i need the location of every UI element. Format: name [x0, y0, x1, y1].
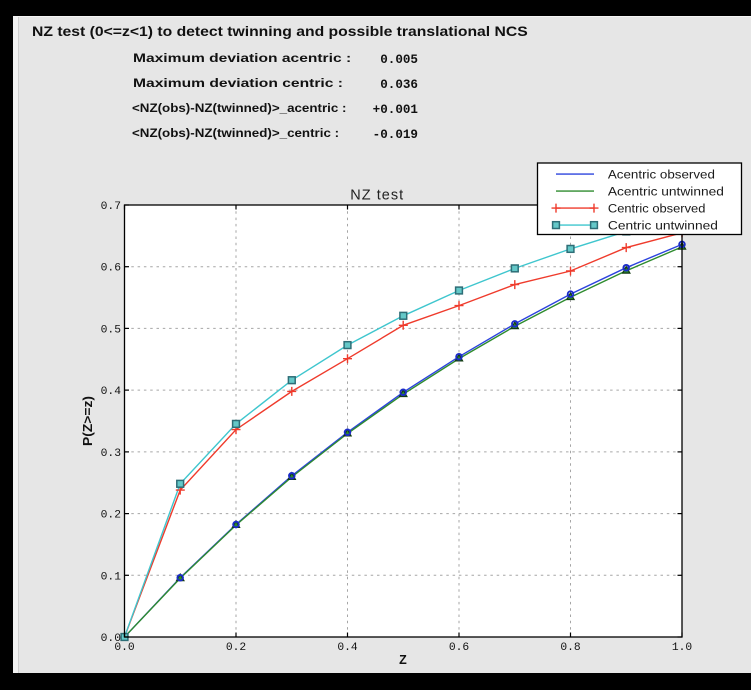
svg-text:0.2: 0.2: [226, 642, 246, 654]
svg-text:0.0: 0.0: [114, 642, 135, 654]
svg-text:0.0: 0.0: [101, 633, 122, 645]
svg-text:0.1: 0.1: [101, 571, 122, 583]
svg-text:0.2: 0.2: [101, 510, 121, 522]
svg-text:0.4: 0.4: [337, 642, 358, 654]
svg-text:Centric untwinned: Centric untwinned: [608, 218, 718, 232]
svg-text:Centric observed: Centric observed: [608, 201, 706, 215]
svg-text:Acentric observed: Acentric observed: [608, 167, 715, 181]
svg-text:P(Z>=z): P(Z>=z): [80, 396, 95, 446]
svg-text:1.0: 1.0: [672, 642, 693, 654]
svg-text:NZ test: NZ test: [350, 188, 403, 204]
svg-text:Acentric untwinned: Acentric untwinned: [608, 184, 724, 198]
svg-text:0.6: 0.6: [101, 263, 122, 275]
svg-text:0.4: 0.4: [101, 386, 122, 398]
svg-text:Z: Z: [399, 653, 407, 667]
svg-text:0.7: 0.7: [101, 201, 121, 213]
svg-text:0.8: 0.8: [560, 642, 581, 654]
svg-text:0.5: 0.5: [101, 324, 122, 336]
svg-text:0.3: 0.3: [101, 448, 122, 460]
svg-text:0.6: 0.6: [449, 642, 470, 654]
